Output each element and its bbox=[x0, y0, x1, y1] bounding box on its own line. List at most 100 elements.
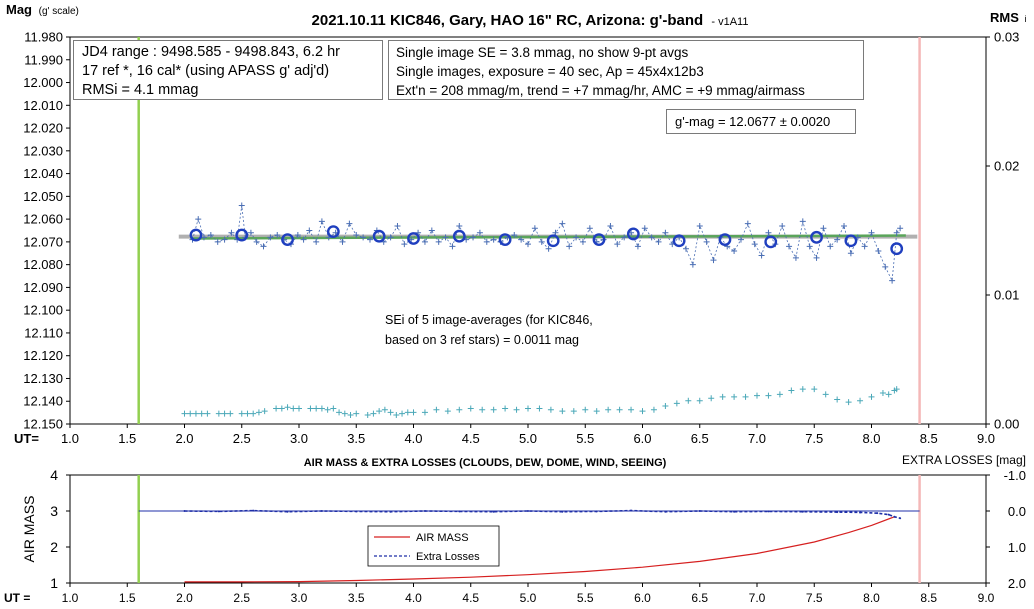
extra-losses-point bbox=[458, 510, 461, 513]
top-y-tick-label: 12.090 bbox=[23, 280, 63, 295]
top-y-tick-label: 12.080 bbox=[23, 257, 63, 272]
rms-point bbox=[181, 410, 188, 417]
single-image-connector bbox=[192, 205, 901, 283]
sei-box: SEi of 5 image-averages (for KIC846, bas… bbox=[378, 306, 618, 354]
top-y-tick-label: 12.140 bbox=[23, 394, 63, 409]
bottom-x-tick-label: 3.5 bbox=[348, 591, 365, 605]
average-point bbox=[546, 234, 560, 248]
rms-point bbox=[616, 406, 623, 413]
bottom-x-tick-label: 8.0 bbox=[863, 591, 880, 605]
rms-point bbox=[336, 409, 343, 416]
rms-point bbox=[244, 410, 251, 417]
rms-point bbox=[318, 405, 325, 412]
bottom-x-axis-label: UT = bbox=[4, 591, 30, 605]
rms-point bbox=[731, 393, 738, 400]
rms-point bbox=[255, 409, 262, 416]
average-point bbox=[672, 234, 686, 248]
top-x-tick-label: 9.0 bbox=[977, 431, 995, 446]
extra-losses-point bbox=[899, 517, 902, 520]
average-point bbox=[452, 229, 466, 243]
top-y-tick-label: 12.050 bbox=[23, 189, 63, 204]
bottom-y-axis-label: AIR MASS bbox=[21, 496, 37, 563]
single-image-point bbox=[875, 247, 882, 254]
top-x-axis-label: UT= bbox=[14, 431, 39, 446]
extra-losses-point bbox=[859, 511, 862, 514]
single-image-point bbox=[207, 232, 214, 239]
single-image-point bbox=[200, 234, 207, 241]
rms-point bbox=[845, 399, 852, 406]
extra-losses-point bbox=[217, 510, 220, 513]
single-image-point bbox=[394, 222, 401, 229]
single-image-point bbox=[247, 229, 254, 236]
rms-point bbox=[198, 410, 205, 417]
bottom-x-tick-label: 1.0 bbox=[62, 591, 79, 605]
extra-losses-point bbox=[595, 510, 598, 513]
single-image-point bbox=[641, 225, 648, 232]
bottom-x-tick-label: 3.0 bbox=[291, 591, 308, 605]
single-image-point bbox=[470, 234, 477, 241]
top-x-tick-label: 6.0 bbox=[633, 431, 651, 446]
single-image-point bbox=[442, 234, 449, 241]
single-image-point bbox=[238, 202, 245, 209]
single-image-point bbox=[703, 238, 710, 245]
single-image-point bbox=[294, 232, 301, 239]
bottom-x-tick-label: 5.5 bbox=[577, 591, 594, 605]
top-y-tick-label: 12.130 bbox=[23, 371, 63, 386]
rms-point bbox=[502, 405, 509, 412]
top-x-tick-label: 2.0 bbox=[175, 431, 193, 446]
extra-losses-point bbox=[767, 510, 770, 513]
rms-point bbox=[404, 409, 411, 416]
info-right-line-2: Single images, exposure = 40 sec, Ap = 4… bbox=[396, 64, 704, 79]
rms-point bbox=[433, 406, 440, 413]
svg-text:Mag (g' scale): Mag (g' scale) bbox=[6, 2, 79, 17]
bottom-x-tick-label: 6.5 bbox=[691, 591, 708, 605]
rms-point bbox=[662, 402, 669, 409]
top-y2-tick-label: 0.03 bbox=[994, 30, 1019, 45]
rms-point bbox=[324, 406, 331, 413]
rms-point bbox=[639, 408, 646, 415]
extra-losses-point bbox=[286, 510, 289, 513]
rms-point bbox=[490, 406, 497, 413]
top-y2-tick-label: 0.01 bbox=[994, 288, 1019, 303]
average-point bbox=[844, 234, 858, 248]
single-image-point bbox=[751, 241, 758, 248]
info-right-line-3: Ext'n = 208 mmag/m, trend = +7 mmag/hr, … bbox=[396, 83, 805, 98]
rms-point bbox=[547, 406, 554, 413]
single-image-point bbox=[221, 236, 228, 243]
single-image-point bbox=[483, 238, 490, 245]
rms-point bbox=[570, 408, 577, 415]
top-y2-axis-label: RMS bbox=[990, 10, 1019, 25]
rms-point bbox=[187, 410, 194, 417]
single-image-point bbox=[889, 277, 896, 284]
rms-point bbox=[834, 396, 841, 403]
single-image-point bbox=[779, 222, 786, 229]
average-point bbox=[235, 228, 249, 242]
rms-point bbox=[376, 408, 383, 415]
svg-text:2021.10.11 KIC846, Gary, HAO 1: 2021.10.11 KIC846, Gary, HAO 16" RC, Ari… bbox=[312, 12, 749, 29]
single-image-point bbox=[634, 243, 641, 250]
top-x-tick-label: 1.5 bbox=[118, 431, 136, 446]
single-image-point bbox=[731, 247, 738, 254]
rms-point bbox=[708, 395, 715, 402]
average-point bbox=[326, 225, 340, 239]
top-y-tick-label: 12.020 bbox=[23, 121, 63, 136]
rms-point bbox=[313, 405, 320, 412]
single-image-point bbox=[511, 232, 518, 239]
single-image-point bbox=[882, 263, 889, 270]
single-image-point bbox=[346, 220, 353, 227]
rms-point bbox=[227, 410, 234, 417]
average-point bbox=[810, 230, 823, 244]
top-y-tick-label: 11.980 bbox=[24, 30, 63, 45]
bottom-y2-axis-label: EXTRA LOSSES [mag] bbox=[902, 453, 1026, 467]
extra-losses-point bbox=[527, 510, 529, 512]
average-point bbox=[626, 227, 640, 241]
rms-point bbox=[290, 405, 297, 412]
rms-point bbox=[559, 408, 566, 415]
extra-losses-point bbox=[801, 510, 804, 513]
single-image-point bbox=[360, 234, 367, 241]
top-x-tick-label: 5.0 bbox=[519, 431, 537, 446]
rms-point bbox=[857, 397, 864, 404]
extra-losses-point bbox=[733, 510, 736, 513]
rms-point bbox=[381, 406, 388, 413]
extra-losses-point bbox=[492, 510, 495, 513]
